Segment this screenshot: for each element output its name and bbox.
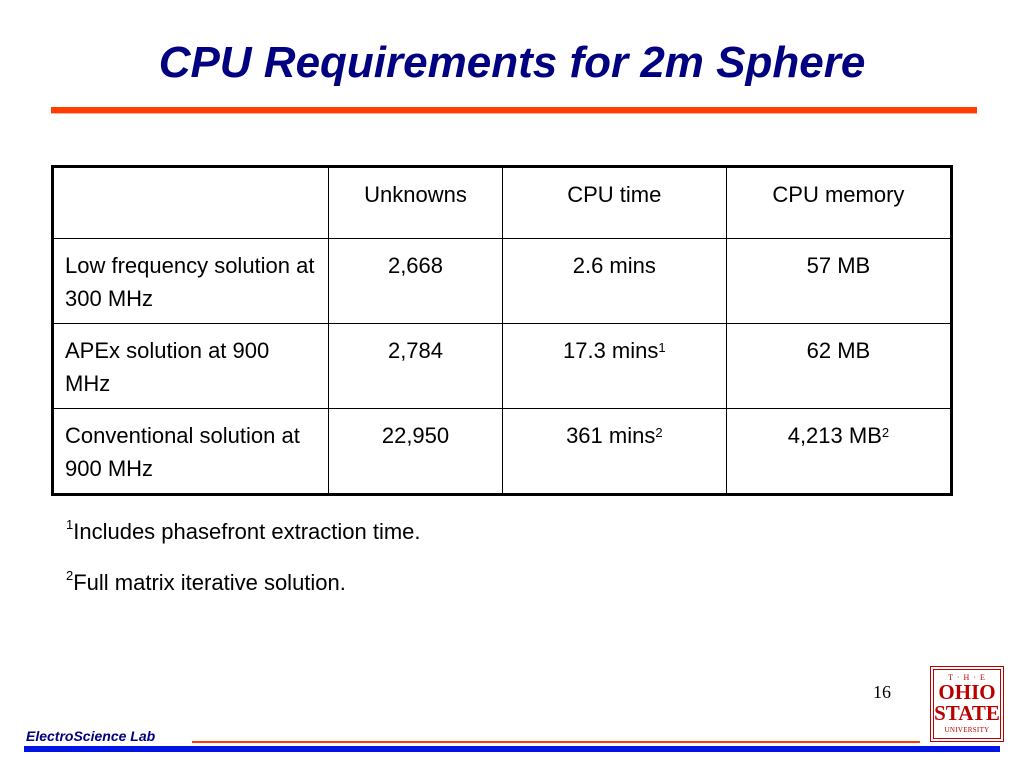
- header-cell-cpu-memory: CPU memory: [725, 166, 953, 239]
- table-header-row: Unknowns CPU time CPU memory: [51, 166, 953, 239]
- cpu-memory-value: 57 MB: [806, 253, 871, 278]
- logo-text-ohio: OHIO: [938, 680, 996, 704]
- cpu-memory-cell: 62 MB: [725, 323, 953, 409]
- footnote-marker: 1: [66, 517, 74, 532]
- footnote-marker: 2: [655, 425, 663, 440]
- cpu-memory-cell: 4,213 MB2: [725, 408, 953, 495]
- title-underline: [51, 107, 977, 114]
- cpu-time-value: 17.3 mins: [563, 338, 659, 363]
- table-row: Conventional solution at 900 MHz 22,950 …: [51, 408, 953, 495]
- cpu-time-value: 2.6 mins: [572, 253, 656, 278]
- cpu-requirements-table: Unknowns CPU time CPU memory Low frequen…: [51, 165, 953, 496]
- footer-lab-name: ElectroScience Lab: [26, 728, 156, 744]
- row-label: APEx solution at 900 MHz: [51, 323, 330, 409]
- footer-rule-thin: [192, 741, 920, 743]
- footnote-1: 1Includes phasefront extraction time.: [66, 517, 421, 545]
- unknowns-cell: 2,668: [328, 238, 503, 324]
- unknowns-cell: 2,784: [328, 323, 503, 409]
- header-cell-cpu-time: CPU time: [501, 166, 727, 239]
- cpu-time-value: 361 mins: [566, 423, 656, 448]
- logo-text-university: UNIVERSITY: [944, 726, 990, 734]
- footnote-marker: 2: [881, 425, 890, 440]
- row-label: Conventional solution at 900 MHz: [51, 408, 330, 495]
- footer-rule-thick: [24, 746, 1000, 752]
- slide-title: CPU Requirements for 2m Sphere: [158, 38, 866, 87]
- table-row: APEx solution at 900 MHz 2,784 17.3 mins…: [51, 323, 953, 409]
- footnote-2: 2Full matrix iterative solution.: [66, 568, 346, 596]
- cpu-memory-value: 62 MB: [806, 338, 871, 363]
- logo-text-state: STATE: [934, 701, 1000, 725]
- cpu-memory-cell: 57 MB: [725, 238, 953, 324]
- footnote-text: Includes phasefront extraction time.: [73, 519, 421, 544]
- header-cell-empty: [51, 166, 330, 239]
- footnote-text: Full matrix iterative solution.: [73, 570, 346, 595]
- cpu-memory-value: 4,213 MB: [787, 423, 882, 448]
- page-number: 16: [873, 682, 891, 702]
- cpu-time-cell: 2.6 mins: [501, 238, 727, 324]
- logo-text-the: T · H · E: [948, 673, 986, 682]
- row-label: Low frequency solution at 300 MHz: [51, 238, 330, 324]
- cpu-time-cell: 17.3 mins1: [501, 323, 727, 409]
- cpu-time-cell: 361 mins2: [501, 408, 727, 495]
- footnote-marker: 2: [66, 568, 74, 583]
- ohio-state-university-logo: T · H · E OHIO STATE UNIVERSITY: [930, 666, 1004, 742]
- footnote-marker: 1: [658, 340, 666, 355]
- table-row: Low frequency solution at 300 MHz 2,668 …: [51, 238, 953, 324]
- header-cell-unknowns: Unknowns: [328, 166, 503, 239]
- unknowns-cell: 22,950: [328, 408, 503, 495]
